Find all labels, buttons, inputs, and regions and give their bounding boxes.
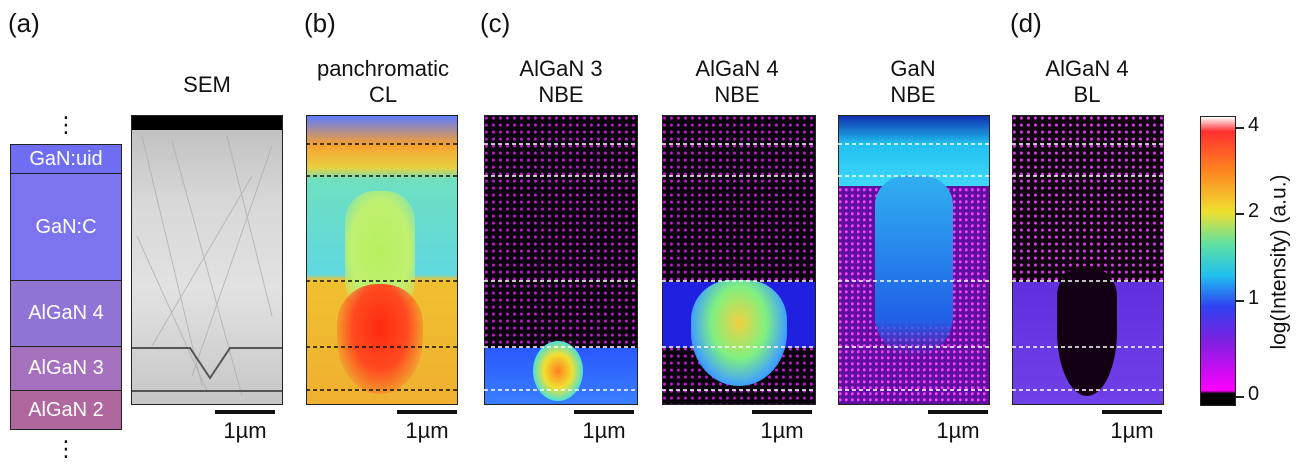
layer-label: AlGaN 4 [28, 302, 104, 324]
scale-label-sem: 1µm [223, 418, 267, 443]
colorbar-tick [1236, 213, 1244, 215]
sem-surface [132, 116, 282, 130]
nbe-v-defect [691, 280, 787, 386]
sem-features [132, 135, 282, 397]
layer-label: AlGaN 3 [28, 357, 104, 379]
layer-label: GaN:uid [29, 147, 103, 170]
colorbar-tick [1236, 300, 1244, 302]
layer-gan-uid: GaN:uid [10, 144, 122, 174]
layer-label: AlGaN 2 [28, 398, 104, 421]
colorbar-tick [1236, 396, 1244, 398]
colorbar-tick-label: 4 [1248, 114, 1260, 136]
scale-label-bl: 1µm [1110, 418, 1154, 443]
scale-bar-pan [397, 410, 457, 414]
colorbar-tick-label: 0 [1248, 383, 1260, 405]
algan3-nbe-map [484, 115, 638, 405]
ellipsis-top: ⋮ [55, 112, 77, 137]
scale-bar-gan [928, 410, 988, 414]
colorbar-tick-label: 1 [1248, 287, 1260, 309]
layer-gan-c: GaN:C [10, 173, 122, 281]
sem-image [131, 115, 283, 405]
scale-bar-sem [215, 410, 275, 414]
title-sem: SEM [183, 72, 231, 97]
scale-bar-bl [1102, 410, 1162, 414]
colorbar-title: log(Intensity) (a.u.) [1268, 174, 1292, 350]
colorbar-title-wrap: log(Intensity) (a.u.) [1265, 117, 1295, 407]
panchromatic-cl-map [306, 115, 458, 405]
algan4-nbe-map [662, 115, 816, 405]
gan-t-shape [875, 176, 953, 356]
gan-top-band [839, 116, 989, 186]
scale-label-algan4: 1µm [760, 418, 804, 443]
gan-nbe-map [838, 115, 990, 405]
title-algan4-nbe: AlGaN 4 NBE [695, 56, 779, 107]
layer-algan-4: AlGaN 4 [10, 280, 122, 347]
colorbar-tick-label: 2 [1248, 200, 1260, 222]
panel-label-b: (b) [304, 8, 336, 38]
panel-label-d: (d) [1010, 8, 1042, 38]
layer-algan-3: AlGaN 3 [10, 346, 122, 391]
ellipsis-bottom: ⋮ [55, 436, 77, 461]
scale-label-algan3: 1µm [582, 418, 626, 443]
title-panchromatic-cl: panchromatic CL [316, 56, 450, 107]
cl-v-defect [337, 284, 423, 394]
scale-label-pan: 1µm [405, 418, 449, 443]
scale-bar-algan4 [752, 410, 812, 414]
colorbar-tick [1236, 127, 1244, 129]
title-algan3-nbe: AlGaN 3 NBE [519, 56, 603, 107]
title-algan4-bl: AlGaN 4 BL [1045, 56, 1129, 107]
panel-label-a: (a) [8, 8, 40, 38]
bl-dark-defect [1057, 266, 1117, 396]
layer-algan-2: AlGaN 2 [10, 390, 122, 430]
scale-label-gan: 1µm [936, 418, 980, 443]
layer-label: GaN:C [35, 215, 97, 238]
nbe-v-defect [533, 341, 583, 401]
scale-bar-algan3 [574, 410, 634, 414]
panel-label-c: (c) [480, 8, 511, 38]
algan4-bl-map [1012, 115, 1164, 405]
colorbar [1200, 116, 1236, 406]
title-gan-nbe: GaN NBE [890, 56, 936, 107]
